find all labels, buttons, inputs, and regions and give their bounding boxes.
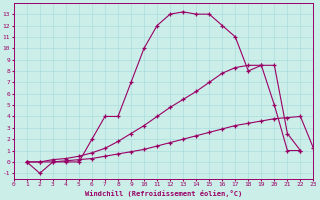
X-axis label: Windchill (Refroidissement éolien,°C): Windchill (Refroidissement éolien,°C) (85, 190, 242, 197)
